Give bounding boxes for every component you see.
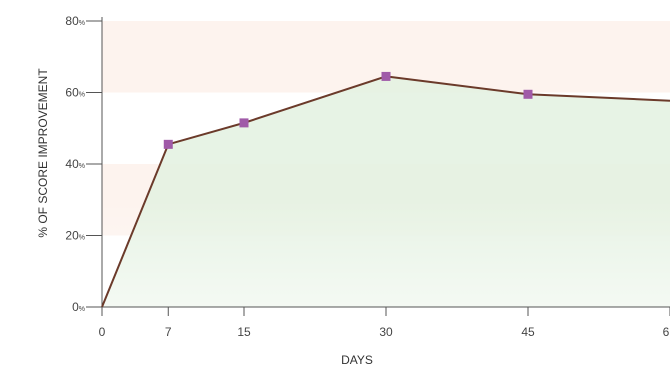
area-fade: [102, 200, 670, 307]
y-tick-label: 40%: [65, 157, 85, 171]
data-point: [239, 118, 249, 128]
x-tick-label: 7: [165, 325, 172, 339]
x-tick-label: 45: [521, 325, 535, 339]
y-tick-label: 80%: [65, 14, 85, 28]
x-axis-title: DAYS: [341, 353, 373, 367]
data-point: [163, 139, 173, 149]
x-tick-label: 0: [99, 325, 106, 339]
x-tick-label: 15: [237, 325, 251, 339]
series-line: [101, 75, 670, 308]
y-tick-label: 60%: [65, 86, 85, 100]
x-tick-label: 6: [663, 325, 670, 339]
data-point: [523, 89, 533, 99]
data-point: [381, 71, 391, 81]
x-tick-label: 30: [379, 325, 393, 339]
y-axis-title: % OF SCORE IMPROVEMENT: [36, 68, 50, 238]
y-tick-label: 20%: [65, 229, 85, 243]
y-tick-label: 0%: [72, 300, 85, 314]
